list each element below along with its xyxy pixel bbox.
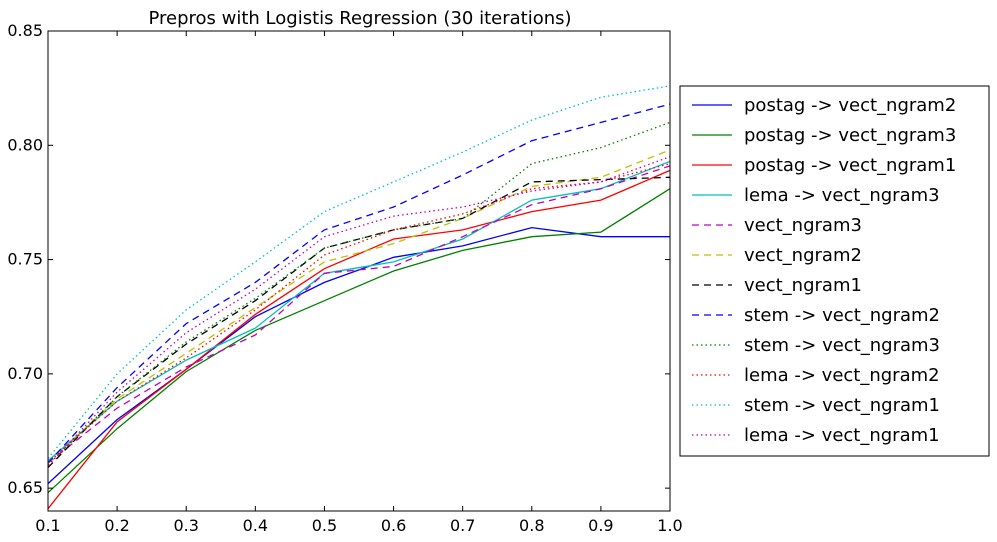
x-tick-label: 1.0 (657, 516, 682, 535)
x-tick-label: 0.6 (381, 516, 406, 535)
series-line-9 (47, 121, 671, 466)
legend-label-11: stem -> vect_ngram1 (744, 395, 940, 416)
y-tick-label: 0.65 (7, 478, 43, 497)
legend-label-1: postag -> vect_ngram2 (744, 95, 956, 116)
plot-frame (47, 30, 671, 512)
x-tick-label: 0.2 (104, 516, 129, 535)
y-tick-label: 0.70 (7, 364, 43, 383)
x-tick-label: 0.7 (450, 516, 475, 535)
x-tick-label: 0.9 (588, 516, 613, 535)
chart-title: Prepros with Logistis Regression (30 ite… (148, 8, 571, 29)
series-line-1 (47, 226, 670, 485)
legend-label-10: lema -> vect_ngram2 (744, 365, 940, 386)
axis-layer: 0.1 0.2 0.3 0.4 0.5 0.6 0.7 0.8 0.9 1.0 0.65 0.70 0.… (7, 21, 682, 535)
series-line-11 (47, 85, 671, 459)
y-tick-label: 0.85 (7, 21, 43, 40)
legend-label-6: vect_ngram2 (744, 245, 862, 266)
legend-label-4: lema -> vect_ngram3 (744, 185, 940, 206)
legend-box (679, 85, 990, 457)
legend-label-7: vect_ngram1 (744, 275, 862, 296)
series-line-12 (47, 156, 671, 466)
y-tick-label: 0.80 (7, 135, 43, 154)
legend-label-8: stem -> vect_ngram2 (744, 305, 940, 326)
x-tick-label: 0.8 (519, 516, 544, 535)
x-tick-label: 0.4 (243, 516, 268, 535)
series-line-6 (47, 149, 671, 464)
series-line-7 (47, 176, 671, 469)
y-tick-label: 0.75 (7, 250, 43, 269)
x-tick-label: 0.5 (312, 516, 337, 535)
series-line-4 (47, 160, 671, 462)
series-line-10 (47, 162, 671, 464)
series-layer (47, 85, 671, 510)
legend-label-3: postag -> vect_ngram1 (744, 155, 956, 176)
legend-label-9: stem -> vect_ngram3 (744, 335, 940, 356)
series-line-2 (47, 188, 671, 494)
x-tick-label: 0.1 (35, 516, 60, 535)
series-line-3 (47, 169, 671, 510)
legend-label-12: lema -> vect_ngram1 (744, 425, 940, 446)
legend-label-2: postag -> vect_ngram3 (744, 125, 956, 146)
series-line-8 (47, 103, 671, 464)
series-line-5 (47, 165, 671, 464)
legend-label-5: vect_ngram3 (744, 215, 862, 236)
x-tick-label: 0.3 (173, 516, 198, 535)
